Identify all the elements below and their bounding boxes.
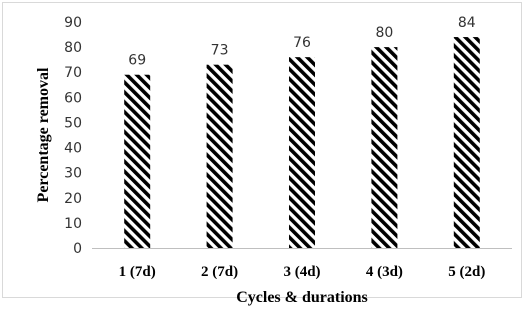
y-tick-label: 20 [64, 191, 82, 207]
data-label: 69 [128, 53, 146, 69]
x-tick-label: 4 (3d) [366, 264, 403, 280]
y-tick-label: 70 [64, 65, 82, 81]
y-tick-label: 0 [73, 241, 82, 257]
data-label: 73 [211, 43, 229, 59]
y-tick-label: 40 [64, 141, 82, 157]
data-label: 76 [293, 35, 311, 51]
y-tick-label: 80 [64, 40, 82, 56]
x-axis-ticks: 1 (7d) 2 (7d) 3 (4d) 4 (3d) 5 (2d) [119, 264, 486, 280]
bar [124, 74, 151, 248]
y-tick-label: 10 [64, 216, 82, 232]
y-tick-label: 30 [64, 166, 82, 182]
y-axis-ticks: 0 10 20 30 40 50 60 70 80 90 [64, 15, 82, 257]
x-axis-title: Cycles & durations [236, 289, 368, 306]
bar [453, 37, 480, 248]
data-label: 80 [375, 25, 393, 41]
data-label: 84 [458, 15, 476, 31]
bar [371, 47, 398, 248]
bar [206, 64, 233, 248]
bars [124, 37, 480, 249]
y-tick-label: 60 [64, 90, 82, 106]
y-tick-label: 90 [64, 15, 82, 31]
x-tick-label: 2 (7d) [201, 264, 238, 280]
x-tick-label: 5 (2d) [448, 264, 485, 280]
y-tick-label: 50 [64, 115, 82, 131]
data-labels: 69 73 76 80 84 [128, 15, 476, 69]
y-axis-title: Percentage removal [35, 67, 52, 202]
x-tick-label: 1 (7d) [119, 264, 156, 280]
bar [289, 57, 315, 249]
x-tick-label: 3 (4d) [283, 264, 320, 280]
